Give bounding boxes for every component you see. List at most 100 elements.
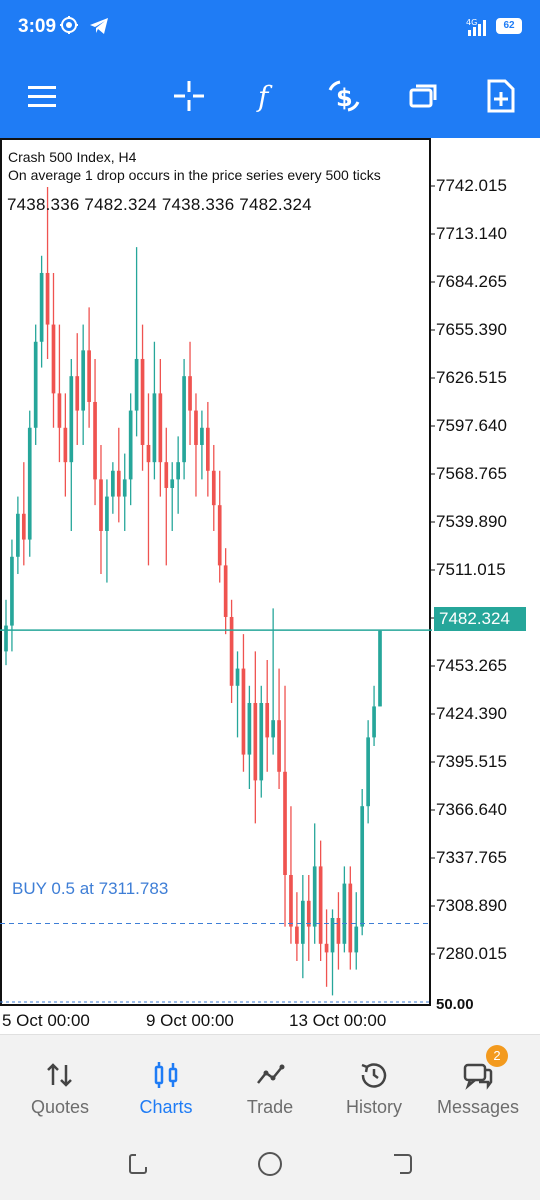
- candle-body: [93, 401, 97, 480]
- time-axis-label: 13 Oct 00:00: [289, 1011, 387, 1030]
- current-price-tag: 7482.324: [434, 607, 526, 631]
- messages-chat-icon: [463, 1063, 493, 1090]
- buy-order-label[interactable]: BUY 0.5 at 7311.783: [12, 879, 169, 898]
- recents-button[interactable]: [126, 1150, 154, 1178]
- candle-body: [378, 630, 382, 707]
- network-type-label: 4G: [466, 18, 477, 27]
- candle-body: [330, 917, 335, 953]
- price-axis-label: 7568.765: [436, 464, 507, 483]
- trade-button[interactable]: $: [326, 78, 362, 114]
- new-order-button[interactable]: [483, 78, 519, 114]
- candle-body: [241, 668, 246, 755]
- candle-body: [140, 358, 145, 445]
- chart-canvas[interactable]: [0, 138, 540, 1034]
- windows-button[interactable]: [405, 78, 441, 114]
- trade-line-icon: [257, 1064, 285, 1084]
- candle-body: [372, 706, 376, 738]
- candle-body: [16, 513, 20, 557]
- candle-body: [45, 272, 50, 325]
- candle-body: [283, 771, 287, 875]
- candle-body: [33, 341, 38, 428]
- candle-body: [312, 866, 317, 927]
- candle-body: [87, 350, 91, 402]
- candle-body: [324, 943, 329, 953]
- chart-toolbar: f $: [0, 56, 540, 138]
- candle-body: [63, 427, 68, 463]
- candle-body: [289, 874, 293, 927]
- chart-ohlc-readout: 7438.336 7482.324 7438.336 7482.324: [7, 195, 312, 214]
- nav-label: Charts: [139, 1097, 193, 1117]
- candle-body: [134, 358, 139, 411]
- candle-body: [271, 720, 275, 738]
- price-axis-label: 7280.015: [436, 944, 507, 963]
- candle-body: [295, 926, 299, 944]
- candle-body: [217, 505, 222, 566]
- nav-trade[interactable]: Trade: [216, 1035, 324, 1129]
- candle-body: [111, 470, 115, 497]
- candle-body: [146, 444, 151, 463]
- candle-body: [99, 479, 103, 531]
- candle-body: [4, 625, 8, 652]
- price-axis-label: 7684.265: [436, 272, 507, 291]
- candle-body: [235, 668, 240, 686]
- crosshair-button[interactable]: [171, 78, 207, 114]
- candle-body: [247, 702, 252, 755]
- price-axis-label: 7337.765: [436, 848, 507, 867]
- quotes-arrows-icon: [47, 1063, 72, 1087]
- candle-body: [21, 513, 26, 540]
- menu-button[interactable]: [24, 78, 60, 114]
- candle-body: [81, 350, 86, 411]
- candle-body: [158, 393, 163, 463]
- candle-body: [170, 479, 175, 488]
- nav-label: History: [345, 1097, 402, 1117]
- price-axis-label: 7655.390: [436, 320, 507, 339]
- candle-body: [164, 462, 169, 488]
- candle-body: [277, 720, 281, 772]
- back-icon: [394, 1154, 412, 1174]
- candle-body: [69, 376, 74, 463]
- nav-label: Quotes: [30, 1097, 90, 1117]
- recents-icon: [129, 1154, 147, 1174]
- nav-quotes[interactable]: Quotes: [6, 1035, 114, 1129]
- back-button[interactable]: [388, 1150, 416, 1178]
- price-chart[interactable]: Crash 500 Index, H4 On average 1 drop oc…: [0, 138, 540, 1034]
- nav-history[interactable]: History: [320, 1035, 428, 1129]
- candle-body: [51, 324, 56, 394]
- indicators-button[interactable]: f: [248, 78, 284, 114]
- candle-body: [306, 900, 311, 927]
- candle-body: [253, 702, 258, 781]
- price-axis-label: 7539.890: [436, 512, 507, 531]
- candle-body: [223, 565, 228, 617]
- candle-body: [27, 427, 32, 540]
- candle-body: [336, 917, 341, 944]
- svg-text:f: f: [256, 80, 273, 113]
- home-button[interactable]: [256, 1150, 284, 1178]
- candle-body: [10, 556, 14, 626]
- price-axis-label: 7395.515: [436, 752, 507, 771]
- status-bar: 3:09 4G 62: [0, 0, 540, 56]
- candle-body: [182, 376, 186, 463]
- candle-body: [259, 702, 264, 781]
- system-navigation-bar: [0, 1128, 540, 1200]
- candle-body: [39, 272, 44, 342]
- candle-body: [206, 427, 210, 471]
- app-notification-icon: [58, 14, 80, 36]
- candle-body: [342, 883, 347, 944]
- bottom-navigation: Quotes Charts Trade History 2 Messages: [0, 1034, 540, 1128]
- candle-body: [229, 616, 234, 686]
- chart-symbol-description: On average 1 drop occurs in the price se…: [8, 167, 381, 183]
- price-axis-label: 7597.640: [436, 416, 507, 435]
- price-axis-label: 7308.890: [436, 896, 507, 915]
- candle-body: [152, 393, 157, 463]
- candle-body: [354, 926, 359, 953]
- home-icon: [258, 1152, 282, 1176]
- candle-body: [200, 427, 204, 445]
- nav-messages[interactable]: 2 Messages: [424, 1035, 532, 1129]
- time-axis-label: 5 Oct 00:00: [2, 1011, 90, 1030]
- nav-label: Trade: [246, 1097, 294, 1117]
- menu-icon: [28, 86, 56, 107]
- time-axis-label: 9 Oct 00:00: [146, 1011, 234, 1030]
- candle-body: [300, 900, 305, 944]
- price-axis-label: 7366.640: [436, 800, 507, 819]
- nav-charts[interactable]: Charts: [112, 1035, 220, 1129]
